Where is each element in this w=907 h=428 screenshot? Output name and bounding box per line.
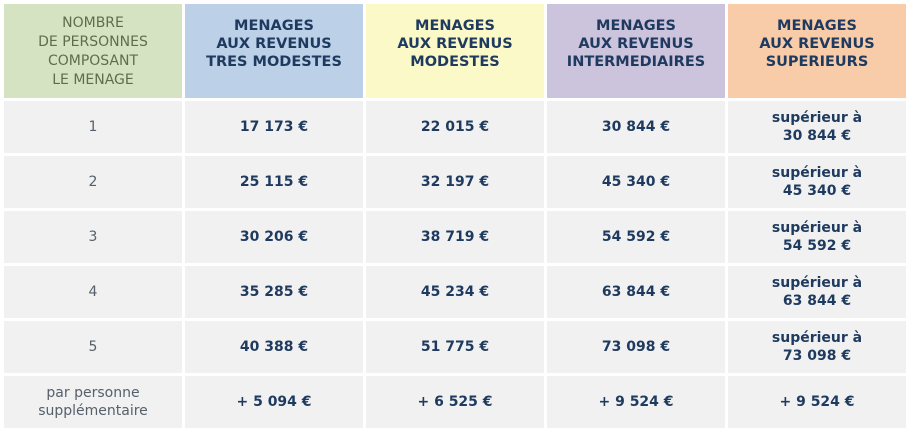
cell-value: 45 340 €: [547, 156, 725, 208]
cell-value: 73 098 €: [547, 321, 725, 373]
cell-value: 17 173 €: [185, 101, 363, 153]
cell-value: 63 844 €: [547, 266, 725, 318]
cell-value: 35 285 €: [185, 266, 363, 318]
cell-value: + 9 524 €: [547, 376, 725, 428]
header-intermediaires: MENAGES AUX REVENUS INTERMEDIAIRES: [547, 4, 725, 98]
cell-value: + 9 524 €: [728, 376, 906, 428]
cell-value: supérieur à 45 340 €: [728, 156, 906, 208]
header-household-size: NOMBRE DE PERSONNES COMPOSANT LE MENAGE: [4, 4, 182, 98]
row-label-4: 4: [4, 266, 182, 318]
cell-value: 30 844 €: [547, 101, 725, 153]
income-threshold-table: NOMBRE DE PERSONNES COMPOSANT LE MENAGE …: [4, 4, 906, 428]
header-modestes: MENAGES AUX REVENUS MODESTES: [366, 4, 544, 98]
cell-value: 54 592 €: [547, 211, 725, 263]
row-label-3: 3: [4, 211, 182, 263]
cell-value: supérieur à 30 844 €: [728, 101, 906, 153]
row-label-2: 2: [4, 156, 182, 208]
cell-value: supérieur à 63 844 €: [728, 266, 906, 318]
cell-value: 32 197 €: [366, 156, 544, 208]
cell-value: 51 775 €: [366, 321, 544, 373]
cell-value: + 6 525 €: [366, 376, 544, 428]
cell-value: supérieur à 54 592 €: [728, 211, 906, 263]
header-tres-modestes: MENAGES AUX REVENUS TRES MODESTES: [185, 4, 363, 98]
cell-value: 22 015 €: [366, 101, 544, 153]
row-label-1: 1: [4, 101, 182, 153]
cell-value: 25 115 €: [185, 156, 363, 208]
cell-value: 38 719 €: [366, 211, 544, 263]
row-label-5: 5: [4, 321, 182, 373]
header-superieurs: MENAGES AUX REVENUS SUPERIEURS: [728, 4, 906, 98]
cell-value: + 5 094 €: [185, 376, 363, 428]
cell-value: 40 388 €: [185, 321, 363, 373]
row-label-per-person: par personne supplémentaire: [4, 376, 182, 428]
cell-value: 30 206 €: [185, 211, 363, 263]
cell-value: 45 234 €: [366, 266, 544, 318]
cell-value: supérieur à 73 098 €: [728, 321, 906, 373]
